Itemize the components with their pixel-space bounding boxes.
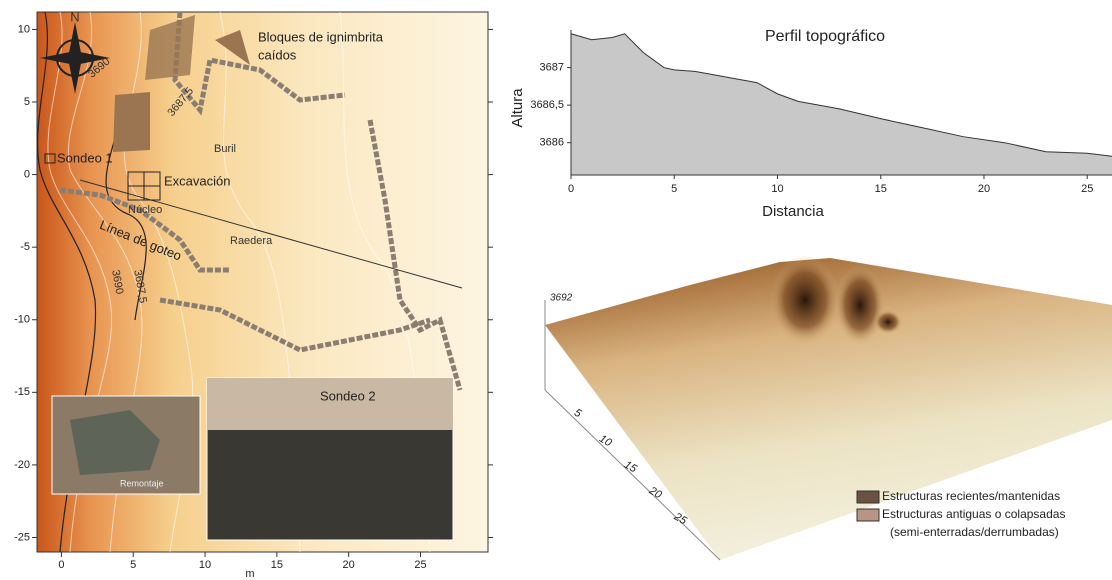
legend-swatch: [857, 491, 879, 503]
north-label: N: [70, 9, 79, 24]
x-tick-label: 15: [875, 183, 887, 195]
x-tick-label: 0: [58, 559, 64, 571]
area: [571, 34, 1112, 175]
y-tick-label: -15: [14, 386, 30, 398]
y-tick-label: -25: [14, 531, 30, 543]
x-tick-label: 5: [671, 183, 677, 195]
block: [113, 92, 150, 152]
map-label: caídos: [258, 47, 297, 62]
y-tick-label: 3687: [540, 61, 564, 73]
map-label: Buril: [214, 143, 236, 155]
y-axis-title: Altura: [509, 88, 526, 128]
y-tick-label: 3686: [540, 137, 564, 149]
map-label: Bloques de ignimbrita: [258, 29, 384, 44]
depth-tick-label: 20: [646, 484, 664, 501]
x-axis-title: Distancia: [762, 203, 824, 220]
z-tick-label: 3692: [550, 293, 573, 304]
map-label: Núcleo: [128, 204, 162, 216]
map-label: Excavación: [164, 173, 230, 188]
photo-label: Remontaje: [120, 478, 164, 488]
y-tick-label: -20: [14, 459, 30, 471]
x-axis-title: m: [245, 568, 254, 580]
x-tick-label: 15: [271, 559, 283, 571]
surface-peak: [835, 265, 885, 345]
y-tick-label: 10: [18, 23, 30, 35]
y-tick-label: 5: [24, 96, 30, 108]
figure: N Bloques de ignimbrita caídos Sondeo 1 …: [0, 0, 1112, 580]
x-tick-label: 5: [130, 559, 136, 571]
map-label: Sondeo 1: [57, 150, 113, 165]
x-tick-label: 25: [1081, 183, 1093, 195]
x-tick-label: 10: [199, 559, 211, 571]
page: {"map": {"xlim": [-1.7, 29.7], "ylim": […: [0, 0, 1112, 580]
legend-swatch: [857, 509, 879, 521]
surface-peak: [770, 255, 840, 345]
y-tick-label: -10: [14, 314, 30, 326]
legend-label: Estructuras recientes/mantenidas: [882, 489, 1060, 503]
x-tick-label: 0: [568, 183, 574, 195]
surface-peak: [874, 310, 902, 334]
depth-tick-label: 15: [622, 459, 639, 476]
x-tick-label: 25: [414, 559, 426, 571]
photo-detail: [207, 378, 453, 430]
depth-tick-label: 10: [597, 433, 614, 450]
legend-note: (semi-enterradas/derrumbadas): [890, 525, 1059, 539]
x-tick-label: 10: [771, 183, 783, 195]
map-label: Raedera: [230, 235, 273, 247]
y-tick-label: 3686,5: [530, 99, 564, 111]
legend-label: Estructuras antiguas o colapsadas: [882, 507, 1065, 521]
x-tick-label: 20: [343, 559, 355, 571]
chart-title: Perfil topográfico: [765, 28, 885, 45]
y-tick-label: 0: [24, 168, 30, 180]
y-tick-label: -5: [20, 241, 30, 253]
x-tick-label: 20: [978, 183, 990, 195]
photo-label: Sondeo 2: [320, 388, 376, 403]
